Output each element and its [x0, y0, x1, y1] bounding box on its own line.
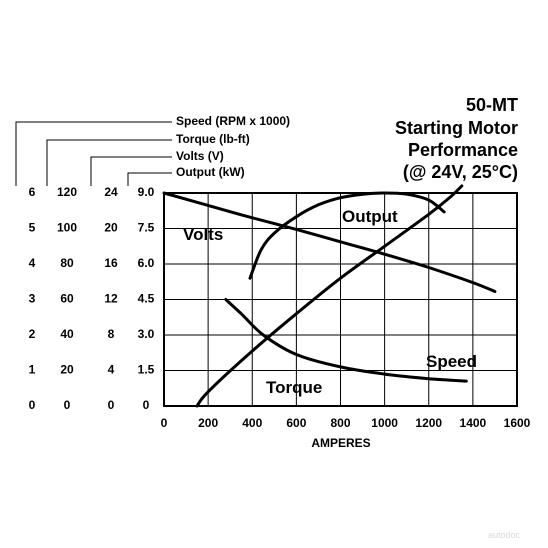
- x-tick-labels: 0 200 400 600 800 1000 1200 1400 1600: [161, 416, 531, 430]
- y-tick-label: 3: [29, 292, 36, 306]
- y-tick-label: 6: [29, 185, 36, 199]
- y-tick-labels: 01234560204060801001200481216202401.53.0…: [29, 185, 155, 412]
- y-tick-label: 20: [60, 363, 74, 377]
- output-axis-label: Output (kW): [176, 165, 245, 179]
- title-line-4: (@ 24V, 25°C): [403, 162, 518, 182]
- x-tick-label: 1000: [371, 416, 398, 430]
- watermark: autodoc: [488, 530, 521, 540]
- y-tick-label: 40: [60, 327, 74, 341]
- plot-area: [162, 184, 518, 408]
- x-tick-label: 1400: [460, 416, 487, 430]
- chart-title: 50-MT Starting Motor Performance (@ 24V,…: [395, 95, 518, 182]
- series-layer: [162, 184, 497, 408]
- y-tick-label: 60: [60, 292, 74, 306]
- speed-axis-label: Speed (RPM x 1000): [176, 114, 290, 128]
- y-tick-label: 4: [29, 256, 36, 270]
- y-tick-label: 3.0: [138, 327, 155, 341]
- y-tick-label: 4.5: [138, 292, 155, 306]
- x-tick-label: 0: [161, 416, 168, 430]
- y-tick-label: 2: [29, 327, 36, 341]
- volts-axis-label: Volts (V): [176, 149, 224, 163]
- series-line-speed: [224, 298, 468, 383]
- y-tick-label: 120: [57, 185, 77, 199]
- series-label-output: Output: [342, 207, 398, 226]
- x-tick-label: 1200: [415, 416, 442, 430]
- y-tick-label: 1.5: [138, 363, 155, 377]
- y-axis-headers: Speed (RPM x 1000) Torque (lb-ft) Volts …: [15, 114, 290, 186]
- y-tick-label: 7.5: [138, 221, 155, 235]
- y-tick-label: 100: [57, 221, 77, 235]
- speed-axis-leader: [15, 121, 172, 186]
- y-tick-label: 20: [104, 221, 118, 235]
- y-tick-label: 24: [104, 185, 118, 199]
- plot-frame: [163, 192, 518, 407]
- title-line-1: 50-MT: [466, 95, 518, 115]
- y-tick-label: 4: [108, 363, 115, 377]
- x-tick-label: 600: [286, 416, 306, 430]
- y-tick-label: 5: [29, 221, 36, 235]
- series-label-speed: Speed: [426, 352, 477, 371]
- y-tick-label: 8: [108, 327, 115, 341]
- volts-axis-leader: [90, 156, 172, 186]
- gridlines: [164, 193, 517, 406]
- series-label-torque: Torque: [266, 378, 322, 397]
- y-tick-label: 1: [29, 363, 36, 377]
- series-line-torque: [195, 184, 464, 408]
- x-tick-label: 400: [242, 416, 262, 430]
- title-line-3: Performance: [408, 140, 518, 160]
- y-tick-label: 0: [143, 398, 150, 412]
- x-axis-label: AMPERES: [311, 436, 370, 450]
- y-tick-label: 6.0: [138, 256, 155, 270]
- y-tick-label: 12: [104, 292, 118, 306]
- torque-axis-leader: [46, 139, 172, 186]
- series-labels: Volts Output Speed Torque: [183, 207, 477, 397]
- torque-axis-label: Torque (lb-ft): [176, 132, 250, 146]
- x-tick-label: 1600: [504, 416, 531, 430]
- title-line-2: Starting Motor: [395, 118, 518, 138]
- x-tick-label: 800: [330, 416, 350, 430]
- y-tick-label: 0: [64, 398, 71, 412]
- series-line-volts: [162, 191, 497, 293]
- y-tick-label: 9.0: [138, 185, 155, 199]
- series-label-volts: Volts: [183, 225, 223, 244]
- y-tick-label: 16: [104, 256, 118, 270]
- output-axis-leader: [127, 172, 172, 186]
- y-tick-label: 80: [60, 256, 74, 270]
- series-line-output: [248, 191, 446, 280]
- y-tick-label: 0: [29, 398, 36, 412]
- y-tick-label: 0: [108, 398, 115, 412]
- x-tick-label: 200: [198, 416, 218, 430]
